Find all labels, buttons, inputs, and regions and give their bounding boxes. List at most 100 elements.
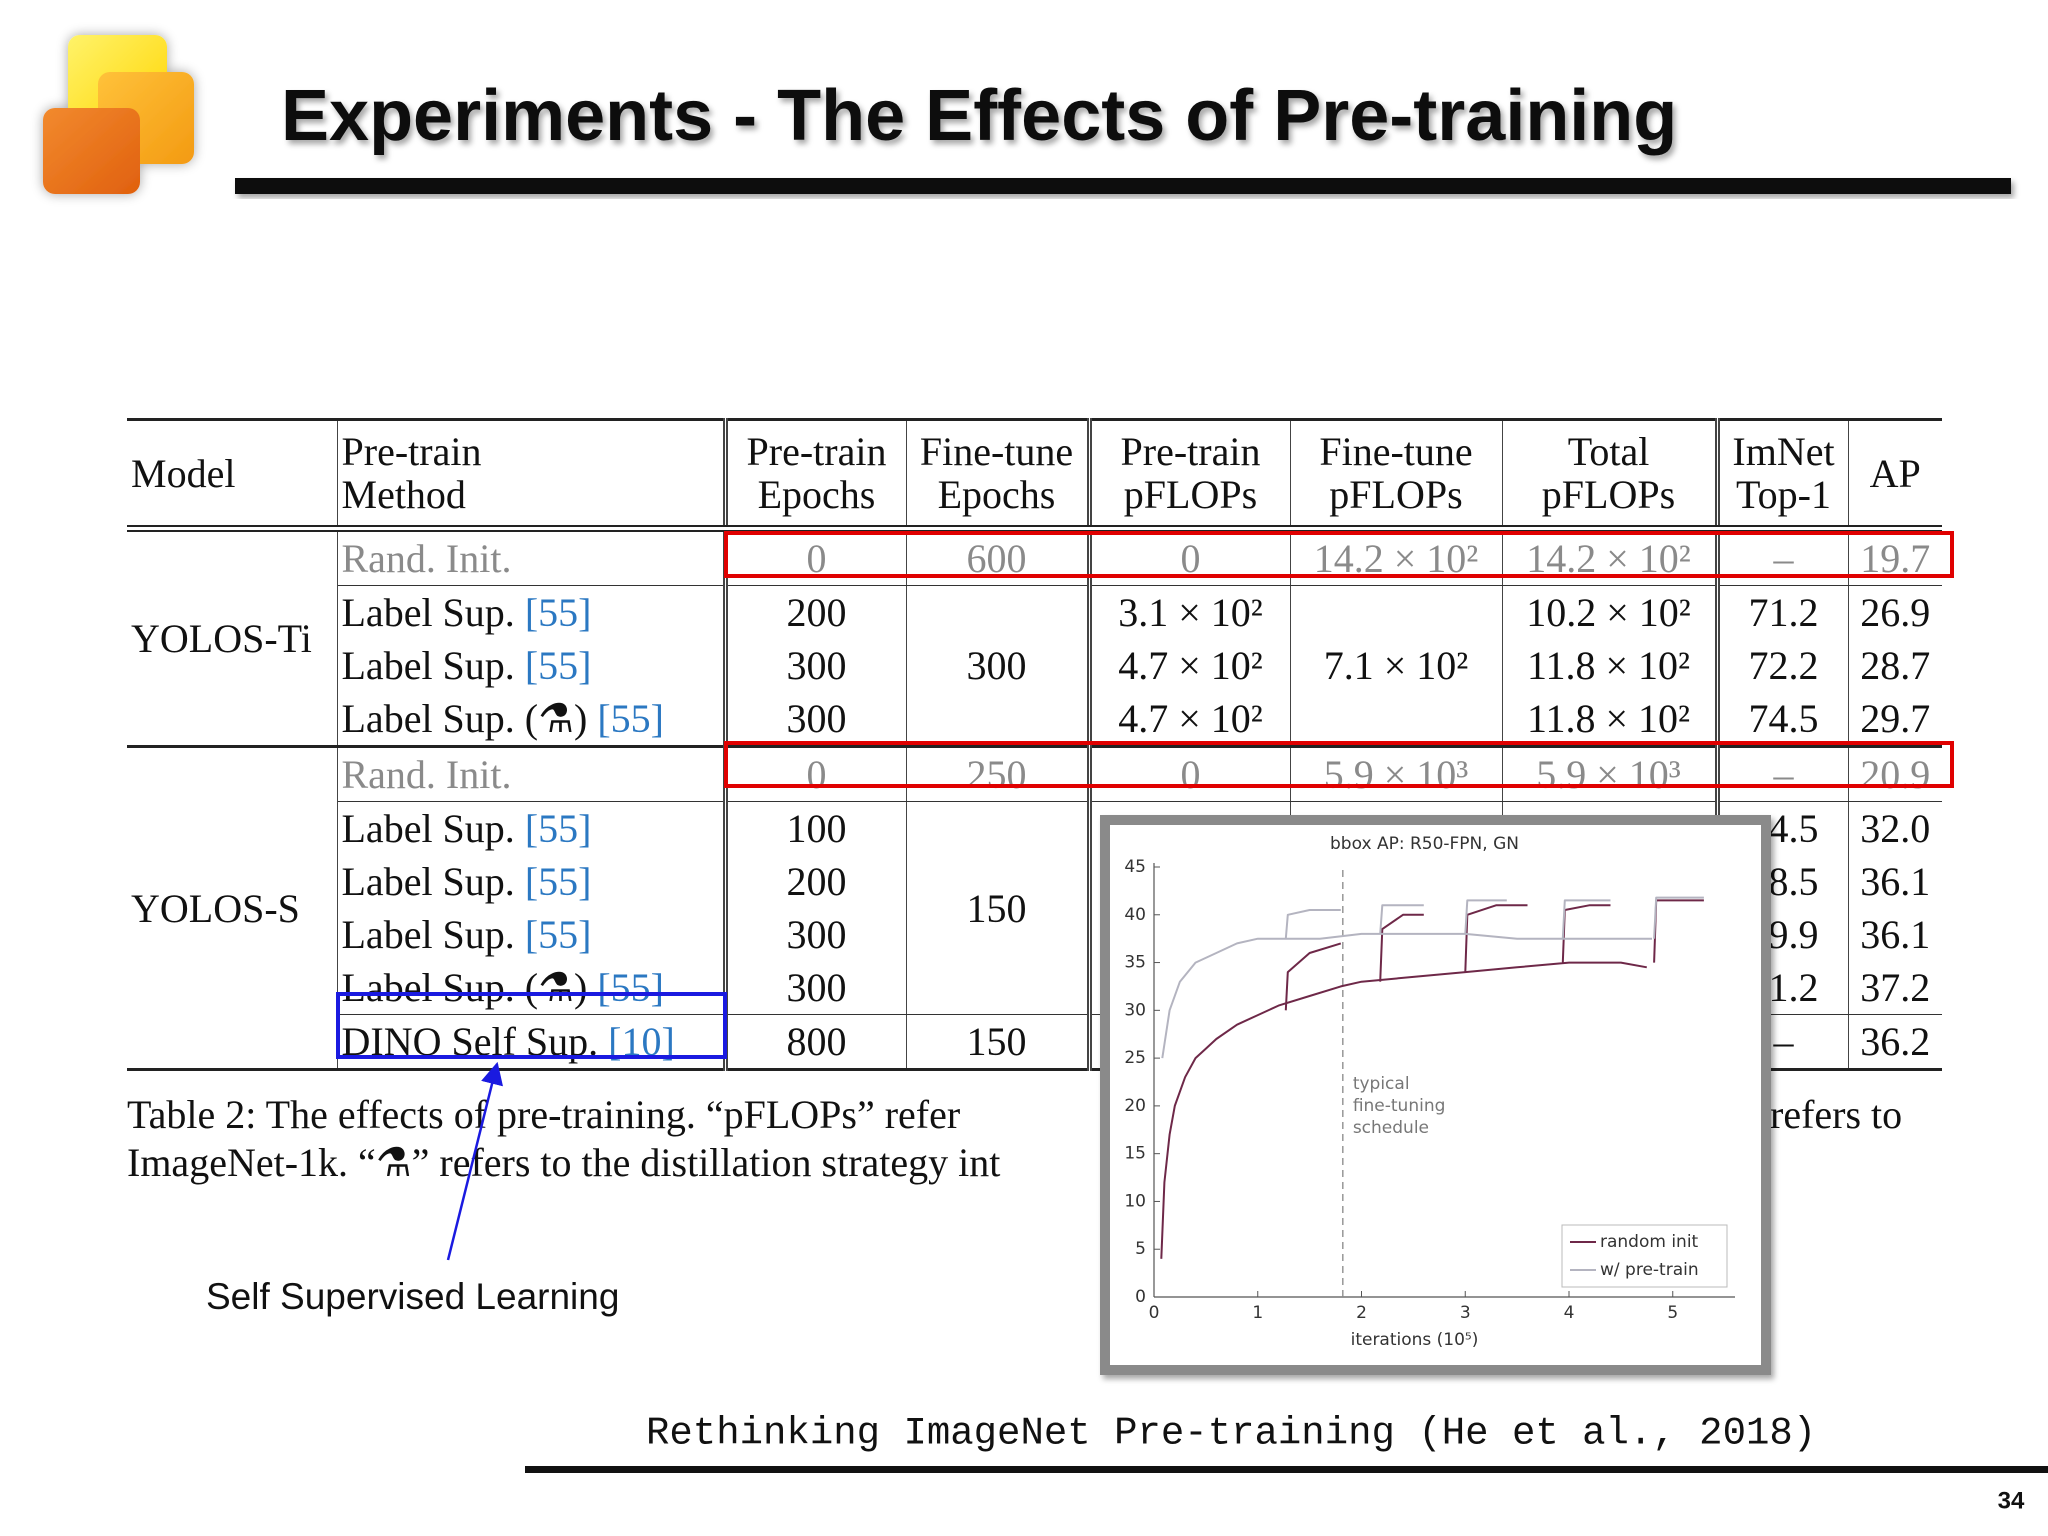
citation-rule [525, 1466, 2048, 1473]
method-text: Label Sup. [341, 643, 515, 688]
header-text: AP [1869, 450, 1921, 496]
table-cell [1089, 1014, 1291, 1071]
reference: [55] [597, 696, 664, 741]
cell-text: 36.1 [1860, 859, 1931, 904]
table-cell: 600 [906, 528, 1092, 586]
slide-title: Experiments - The Effects of Pre-trainin… [281, 76, 1677, 156]
reference: [10] [608, 1019, 675, 1064]
cell-text: 100 [786, 806, 847, 851]
header-text: Method [341, 472, 466, 517]
table-cell: 14.2 × 10² [1502, 528, 1720, 586]
table-cell: 19.7 [1848, 528, 1942, 586]
cell-text: 14.2 × 10² [1526, 536, 1691, 581]
table-cell: 28.7 [1848, 639, 1942, 692]
table-cell: Label Sup. (⚗) [55] [337, 692, 728, 748]
table-cell: Label Sup. [55] [337, 801, 728, 855]
table-row: Label Sup. (⚗) [55] 300 4.7 × 10² 11.8 × 10… [127, 692, 1942, 748]
table-cell: 20.9 [1848, 746, 1942, 802]
table-cell [1502, 855, 1720, 908]
cell-text: 72.2 [1748, 643, 1819, 688]
reference: [55] [524, 912, 592, 957]
y-tick-label: 15 [1124, 1144, 1146, 1164]
cell-text: 150 [966, 1019, 1027, 1064]
cell-text: 200 [786, 590, 847, 635]
caption-line: ImageNet-1k. “⚗” refers to the distillat… [127, 1140, 1001, 1185]
y-tick-label: 20 [1124, 1096, 1146, 1116]
header-text: ImNet [1732, 429, 1835, 474]
caption-fragment: refers to [1770, 1092, 1903, 1137]
y-tick-label: 10 [1124, 1191, 1146, 1211]
table-cell: 300 [725, 961, 907, 1015]
cell-text: 74.5 [1748, 806, 1819, 851]
header-text: Pre-train [1120, 429, 1261, 474]
header-cell: Fine-tune Epochs [906, 418, 1092, 532]
table-cell: 3.1 × 10² [1089, 585, 1291, 639]
header-cell: Model [127, 418, 338, 532]
cell-text: – [1773, 1019, 1794, 1064]
table-cell: 300 [725, 908, 907, 961]
table-cell: 11.8 × 10² [1502, 692, 1720, 748]
table-cell: Label Sup. [55] [337, 639, 728, 692]
table-cell: 10.2 × 10² [1502, 585, 1720, 639]
table-cell: Label Sup. (⚗) [55] [337, 961, 728, 1015]
table-cell: YOLOS-Ti [127, 528, 338, 748]
table-cell: 36.1 [1848, 908, 1942, 961]
header-text: Pre-train [746, 429, 887, 474]
cell-text: 0 [806, 752, 827, 797]
header-text: Pre-train [341, 429, 482, 474]
header-text: Epochs [757, 472, 876, 517]
cell-text: 78.5 [1748, 859, 1819, 904]
table-cell [1089, 961, 1291, 1015]
table-cell: Rand. Init. [337, 528, 728, 586]
table-cell: 78.5 [1717, 855, 1849, 908]
table-cell: 250 [906, 746, 1092, 802]
cell-text: 300 [786, 696, 847, 741]
cell-text: 300 [786, 643, 847, 688]
x-tick-label: 1 [1252, 1303, 1263, 1323]
table-cell: 0 [1089, 746, 1291, 802]
logo [43, 35, 194, 194]
table-cell: 36.2 [1848, 1014, 1942, 1071]
cell-text: 3.1 × 10² [1118, 590, 1263, 635]
table-cell: 14.2 × 10² [1290, 528, 1503, 586]
reference: [55] [597, 965, 664, 1010]
table-cell: 800 [725, 1014, 907, 1071]
table-cell: YOLOS-S [127, 746, 338, 1071]
cell-text: 11.8 × 10² [1526, 696, 1691, 741]
table-cell: Label Sup. [55] [337, 855, 728, 908]
cell-text: 36.1 [1860, 912, 1931, 957]
x-tick-label: 0 [1149, 1303, 1160, 1323]
reference: [55] [524, 590, 592, 635]
table-cell: 5.9 × 10³ [1290, 746, 1503, 802]
y-tick-label: 5 [1135, 1239, 1146, 1259]
legend-label: random init [1600, 1232, 1699, 1252]
header-text: Fine-tune [919, 429, 1074, 474]
cell-text: 800 [786, 1019, 847, 1064]
table-cell: 5.9 × 10³ [1502, 746, 1720, 802]
table-cell: – [1717, 528, 1849, 586]
table-row: YOLOS-S Rand. Init. 0 250 0 5.9 × 10³ 5.9 × 10… [127, 746, 1942, 1071]
table-cell: 79.9 [1717, 908, 1849, 961]
table-cell: – [1717, 1014, 1849, 1071]
table-cell: 300 [725, 692, 907, 748]
annotation-text: typical [1353, 1074, 1410, 1094]
table-cell [1502, 961, 1720, 1015]
cell-text: 0 [1180, 536, 1201, 581]
table-cell: Label Sup. [55] [337, 585, 728, 639]
table-cell: 7.1 × 10² [1290, 585, 1503, 748]
header-text: Model [131, 450, 236, 496]
annotation: Self Supervised Learning [206, 1276, 619, 1317]
table-row: YOLOS-Ti Rand. Init. 0 600 0 14.2 × 10² 14.2 ×… [127, 528, 1942, 748]
reference: [55] [524, 643, 592, 688]
cell-text: 0.6 × 10³ [1118, 806, 1263, 851]
cell-text: Rand. Init. [341, 752, 512, 797]
cell-text: 200 [786, 859, 847, 904]
cell-text: 32.0 [1860, 806, 1931, 851]
header-cell: Fine-tune pFLOPs [1290, 418, 1503, 532]
cell-text: 4.7 × 10² [1118, 643, 1263, 688]
table-cell: 4.1 × 10³ [1502, 801, 1720, 855]
header-cell: Pre-train Method [337, 418, 728, 532]
cell-text: 26.9 [1860, 590, 1931, 635]
cell-text: 300 [966, 643, 1027, 688]
